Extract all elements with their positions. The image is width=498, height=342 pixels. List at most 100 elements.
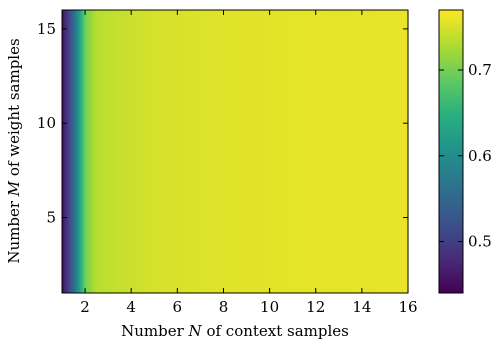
heatmap-cell [96,10,100,293]
heatmap-cell [149,10,153,293]
x-tick-label: 6 [173,298,183,316]
heatmap-cell [165,10,169,293]
heatmap-cell [239,10,243,293]
heatmap-cell [253,10,257,293]
heatmap-cell [324,10,328,293]
heatmap-cell [142,10,146,293]
heatmap-cell [401,10,404,293]
heatmap-cell [343,10,347,293]
heatmap-cell [218,10,222,293]
colorbar [438,9,464,294]
heatmap-cell [276,10,280,293]
heatmap-cell [366,10,370,293]
heatmap-cell [264,10,268,293]
heatmap-cell [313,10,317,293]
heatmap-cell [121,10,125,293]
heatmap-cell [115,10,118,293]
heatmap-cell [267,10,271,293]
heatmap-cell [251,10,255,293]
heatmap-cell [221,10,225,293]
heatmap-cell [378,10,381,293]
heatmap-cell [288,10,291,293]
y-tick-label: 5 [46,209,56,227]
heatmap-cell [391,10,395,293]
heatmap-cell [225,10,229,293]
heatmap-cell [75,10,79,293]
heatmap-cell [327,10,331,293]
x-tick-label: 4 [126,298,136,316]
y-axis-label: Number M of weight samples [5,38,23,263]
heatmap-cell [85,10,88,293]
heatmap-cell [216,10,220,293]
heatmap-cell [195,10,199,293]
heatmap-cell [394,10,398,293]
heatmap-cell [338,10,342,293]
heatmap-cell [403,10,407,293]
heatmap-cell [64,10,68,293]
heatmap-cell [211,10,215,293]
heatmap-cell [214,10,218,293]
heatmap-cell [94,10,98,293]
heatmap-cell [311,10,315,293]
heatmap-cell [375,10,379,293]
heatmap-cell [271,10,275,293]
y-tick-label: 15 [37,20,56,38]
x-tick-label: 2 [80,298,90,316]
heatmap-cell [297,10,301,293]
heatmap-cell [371,10,374,293]
y-tick-label: 10 [37,114,56,132]
heatmap-cell [62,10,65,293]
heatmap-cell [101,10,105,293]
heatmap-cell [334,10,338,293]
heatmap-cell [322,10,326,293]
heatmap-cell [306,10,310,293]
x-axis-label: Number N of context samples [121,322,349,340]
heatmap-cell [191,10,195,293]
heatmap-cell [117,10,121,293]
y-axis-ticks: 5 10 15 [37,20,408,227]
heatmap-cell [68,10,72,293]
heatmap-cell [209,10,213,293]
heatmap-cell [246,10,250,293]
x-tick-label: 8 [219,298,229,316]
heatmap-cell [350,10,354,293]
heatmap-cell [348,10,351,293]
heatmap-cell [156,10,160,293]
heatmap-cell [198,10,201,293]
heatmap-cell [163,10,167,293]
heatmap-cell [154,10,158,293]
heatmap-cell [315,10,319,293]
heatmap-cell [128,10,132,293]
heatmap-cell [108,10,112,293]
heatmap-cell [140,10,144,293]
heatmap-cell [73,10,77,293]
heatmap-cell [87,10,91,293]
heatmap-cell [135,10,139,293]
heatmap-cell [241,10,245,293]
heatmap-cell [103,10,107,293]
heatmap-cell [396,10,400,293]
heatmap-cell [110,10,114,293]
heatmap-cell [255,10,259,293]
x-tick-label: 12 [306,298,325,316]
heatmap-cell [278,10,282,293]
heatmap-cell [258,10,261,293]
heatmap-cells [62,10,409,293]
heatmap-cell [262,10,266,293]
heatmap-cell [98,10,102,293]
heatmap-cell [281,10,285,293]
heatmap-cell [184,10,188,293]
heatmap-cell [124,10,128,293]
heatmap-cell [228,10,231,293]
heatmap-cell [331,10,335,293]
heatmap-cell [177,10,181,293]
heatmap-cell [161,10,165,293]
heatmap-cell [368,10,372,293]
heatmap-cell [232,10,236,293]
heatmap-cell [405,10,409,293]
heatmap-cell [290,10,294,293]
heatmap-cell [359,10,363,293]
heatmap-cell [352,10,356,293]
heatmap-cell [133,10,137,293]
heatmap-cell [158,10,162,293]
